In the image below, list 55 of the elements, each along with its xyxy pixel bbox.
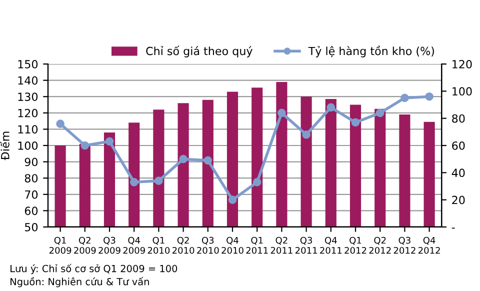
point xyxy=(351,118,360,127)
point xyxy=(130,178,138,186)
x-tick-label: Q2 2009 xyxy=(74,236,96,254)
point xyxy=(252,178,262,186)
x-tick-label: Q3 2009 xyxy=(98,236,120,254)
x-tick-label: Q4 2010 xyxy=(222,236,244,254)
legend-label: Tỷ lệ hàng tồn kho (%) xyxy=(308,46,434,58)
y2-tick-label: 100 xyxy=(452,87,472,96)
x-tick-label: Q2 2011 xyxy=(270,236,292,254)
y-tick-label: 50 xyxy=(24,222,38,232)
point xyxy=(400,94,409,102)
y-tick-label: 140 xyxy=(18,76,38,85)
y2-tick-label: 80 xyxy=(452,114,465,123)
point xyxy=(228,196,237,204)
point xyxy=(278,108,286,118)
x-tick-label: Q3 2010 xyxy=(197,236,219,254)
x-tick-label: Q1 2011 xyxy=(246,236,268,254)
point xyxy=(56,120,64,128)
y-tick-label: 60 xyxy=(24,206,38,216)
point xyxy=(376,108,384,118)
y-tick-label: 110 xyxy=(18,125,38,134)
x-tick-label: Q2 2012 xyxy=(369,236,391,254)
x-tick-label: Q4 2011 xyxy=(320,236,342,254)
legend-label: Chỉ số giá theo quý xyxy=(146,46,252,58)
y-tick-label: 150 xyxy=(18,60,38,68)
point xyxy=(425,92,434,101)
x-tick-label: Q1 2012 xyxy=(344,236,366,254)
y2-tick-label: 120 xyxy=(452,60,472,68)
y-tick-label: 120 xyxy=(18,108,38,118)
y-tick-label: 130 xyxy=(18,92,38,101)
point xyxy=(179,154,188,164)
x-tick-label: Q4 2012 xyxy=(418,236,440,254)
point xyxy=(154,176,163,185)
x-tick-label: Q2 2010 xyxy=(172,236,194,254)
x-tick-label: Q1 2010 xyxy=(148,236,170,254)
x-tick-label: Q4 2009 xyxy=(123,236,145,254)
y-tick-label: 90 xyxy=(24,158,38,166)
x-tick-label: Q1 2009 xyxy=(49,236,72,254)
point xyxy=(105,137,114,146)
y2-tick-label: 60 xyxy=(452,141,465,150)
y2-tick-label: - xyxy=(452,228,455,229)
y-axis-title: Điểm xyxy=(0,132,10,160)
y-tick-label: 70 xyxy=(25,190,38,199)
text: Lưu ý: Chỉ số cơ sở Q1 2009 = 100 xyxy=(10,264,178,274)
x-tick-label: Q3 2012 xyxy=(394,236,416,254)
point xyxy=(204,156,212,165)
y-tick-label: 100 xyxy=(18,141,38,150)
point xyxy=(80,141,90,150)
point xyxy=(326,103,336,112)
point xyxy=(302,130,310,139)
y2-tick-label: 40 xyxy=(452,168,465,178)
y-tick-label: 80 xyxy=(24,174,38,182)
x-tick-label: Q3 2011 xyxy=(295,236,317,254)
y2-tick-label: 20 xyxy=(452,196,465,204)
text: Nguồn: Nghiên cứu & Tư vấn xyxy=(10,276,149,288)
